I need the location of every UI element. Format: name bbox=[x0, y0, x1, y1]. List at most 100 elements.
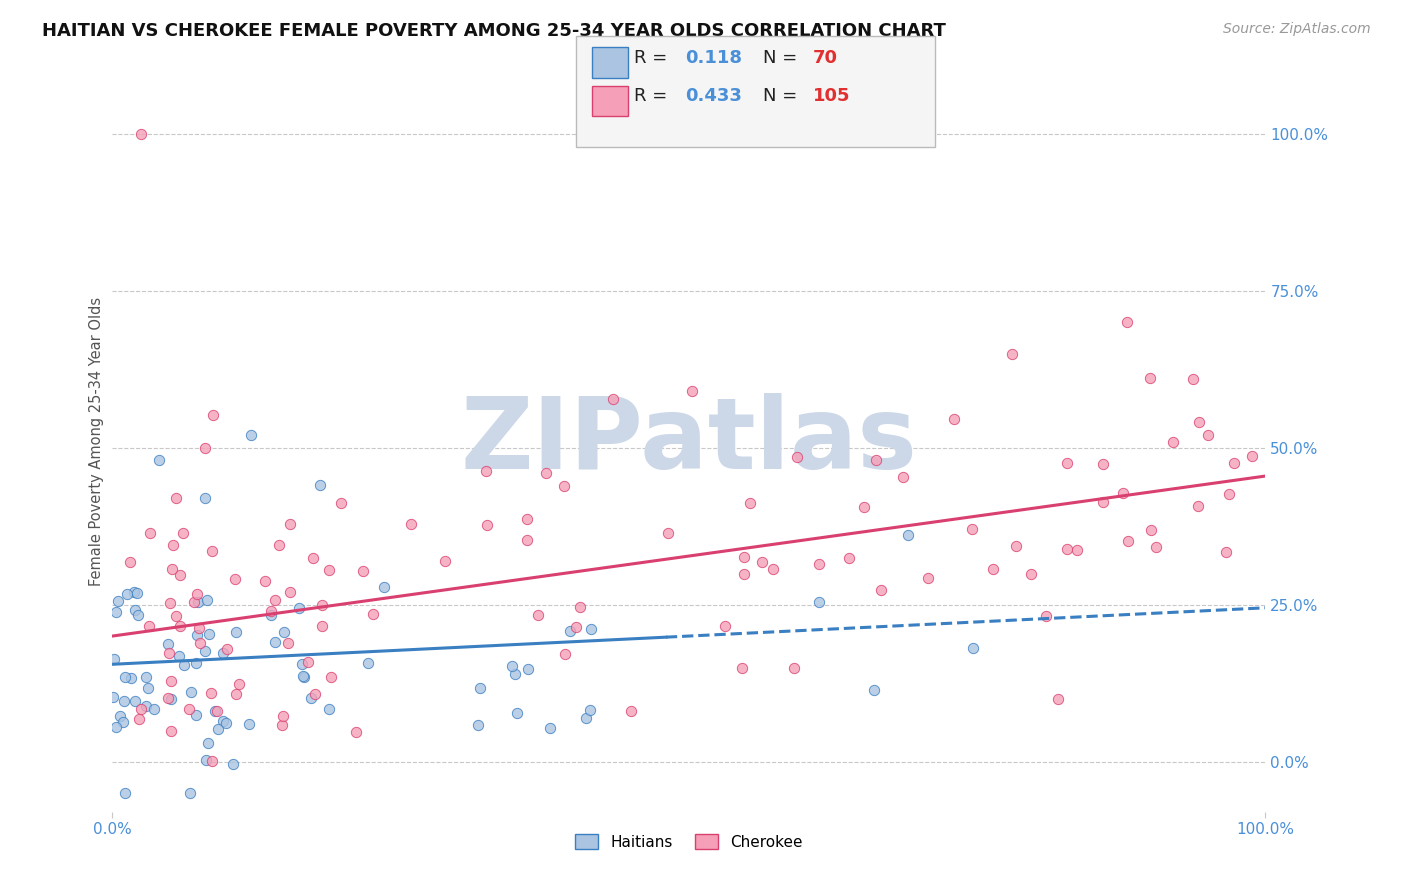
Point bbox=[260, 604, 283, 618]
Point bbox=[194, 644, 217, 658]
Point bbox=[1140, 523, 1163, 537]
Point bbox=[807, 558, 830, 572]
Point bbox=[399, 516, 422, 531]
Point bbox=[162, 538, 184, 552]
Point bbox=[112, 693, 135, 707]
Point bbox=[139, 526, 162, 541]
Point bbox=[200, 686, 222, 700]
Point bbox=[1187, 416, 1209, 430]
Text: R =: R = bbox=[634, 49, 673, 67]
Point bbox=[309, 478, 332, 492]
Point bbox=[942, 411, 965, 425]
Text: Source: ZipAtlas.com: Source: ZipAtlas.com bbox=[1223, 22, 1371, 37]
Point bbox=[786, 450, 808, 465]
Text: N =: N = bbox=[763, 87, 803, 105]
Point bbox=[173, 657, 195, 672]
Point bbox=[180, 684, 202, 698]
Point bbox=[271, 709, 294, 723]
Point bbox=[207, 723, 229, 737]
Point bbox=[730, 661, 752, 675]
Point bbox=[870, 582, 893, 597]
Point bbox=[361, 607, 384, 621]
Point bbox=[138, 619, 160, 633]
Point bbox=[1056, 542, 1078, 557]
Point bbox=[117, 587, 139, 601]
Point bbox=[228, 676, 250, 690]
Point bbox=[169, 648, 191, 663]
Point bbox=[186, 628, 208, 642]
Point bbox=[292, 670, 315, 684]
Point bbox=[657, 526, 679, 541]
Point bbox=[579, 703, 602, 717]
Point bbox=[891, 469, 914, 483]
Point bbox=[1241, 449, 1264, 463]
Point bbox=[1066, 542, 1088, 557]
Point bbox=[352, 565, 374, 579]
Point bbox=[222, 756, 245, 771]
Point bbox=[122, 585, 145, 599]
Point bbox=[160, 724, 183, 739]
Point bbox=[783, 661, 806, 675]
Point bbox=[807, 595, 830, 609]
Point bbox=[516, 663, 538, 677]
Point bbox=[224, 572, 246, 586]
Point bbox=[960, 522, 983, 536]
Point bbox=[156, 637, 179, 651]
Point bbox=[538, 721, 561, 735]
Text: N =: N = bbox=[763, 49, 803, 67]
Point bbox=[238, 716, 260, 731]
Point bbox=[186, 708, 208, 723]
Point bbox=[1046, 691, 1069, 706]
Point bbox=[1005, 539, 1028, 553]
Text: 105: 105 bbox=[813, 87, 851, 105]
Point bbox=[560, 624, 582, 639]
Point bbox=[1001, 347, 1024, 361]
Point bbox=[620, 704, 643, 718]
Point bbox=[157, 646, 180, 660]
Point bbox=[112, 714, 135, 729]
Legend: Haitians, Cherokee: Haitians, Cherokee bbox=[569, 828, 808, 856]
Point bbox=[299, 690, 322, 705]
Point bbox=[195, 753, 218, 767]
Point bbox=[569, 599, 592, 614]
Point bbox=[565, 620, 588, 634]
Point bbox=[194, 441, 217, 455]
Point bbox=[215, 715, 238, 730]
Point bbox=[321, 670, 343, 684]
Point bbox=[269, 538, 291, 552]
Point bbox=[602, 392, 624, 407]
Point bbox=[253, 574, 276, 588]
Point bbox=[160, 692, 183, 706]
Point bbox=[103, 652, 125, 666]
Point bbox=[761, 561, 783, 575]
Point bbox=[225, 687, 247, 701]
Point bbox=[505, 706, 527, 721]
Point bbox=[162, 561, 184, 575]
Point bbox=[125, 586, 148, 600]
Point bbox=[1092, 457, 1115, 471]
Point bbox=[1182, 372, 1205, 386]
Point bbox=[183, 595, 205, 609]
Text: ZIPatlas: ZIPatlas bbox=[461, 393, 917, 490]
Point bbox=[278, 516, 301, 531]
Point bbox=[291, 657, 314, 671]
Point bbox=[733, 566, 755, 581]
Point bbox=[329, 496, 352, 510]
Point bbox=[184, 656, 207, 670]
Point bbox=[263, 635, 285, 649]
Point bbox=[114, 786, 136, 800]
Point bbox=[962, 640, 984, 655]
Point bbox=[215, 641, 238, 656]
Point bbox=[515, 512, 537, 526]
Point bbox=[733, 550, 755, 565]
Point bbox=[1197, 428, 1219, 442]
Point bbox=[197, 627, 219, 641]
Point bbox=[357, 656, 380, 670]
Point bbox=[311, 599, 333, 613]
Point bbox=[197, 736, 219, 750]
Point bbox=[1215, 545, 1237, 559]
Point bbox=[581, 622, 603, 636]
Point bbox=[127, 608, 149, 623]
Point bbox=[186, 587, 208, 601]
Point bbox=[468, 681, 491, 696]
